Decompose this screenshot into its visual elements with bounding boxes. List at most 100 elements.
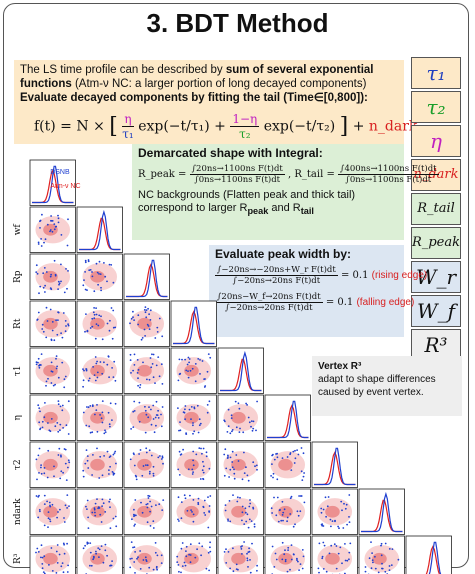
dsnb-point — [62, 571, 65, 574]
dsnb-point — [112, 376, 115, 378]
dsnb-point — [45, 384, 47, 387]
dsnb-point — [238, 431, 241, 433]
dsnb-point — [132, 369, 135, 372]
dsnb-point — [162, 462, 164, 465]
dsnb-point — [302, 555, 305, 558]
dsnb-point — [83, 279, 85, 281]
dsnb-point — [185, 433, 188, 435]
dsnb-point — [290, 544, 293, 546]
dsnb-point — [187, 370, 189, 372]
dsnb-point — [152, 353, 155, 356]
dsnb-point — [150, 408, 152, 411]
y-axis-label: τ1 — [13, 365, 23, 376]
dsnb-point — [239, 427, 241, 430]
dsnb-point — [41, 556, 44, 559]
dsnb-point — [159, 455, 161, 457]
dsnb-point — [232, 547, 234, 550]
dsnb-point — [177, 468, 180, 471]
dsnb-point — [51, 329, 54, 332]
dsnb-point — [178, 373, 181, 376]
dsnb-point — [322, 568, 325, 570]
dsnb-point — [137, 323, 140, 326]
dsnb-point — [208, 400, 211, 403]
dsnb-point — [97, 324, 100, 327]
dsnb-point — [86, 406, 88, 408]
dsnb-point — [85, 369, 88, 372]
dsnb-point — [139, 386, 141, 389]
dsnb-point — [328, 552, 331, 555]
dsnb-point — [208, 467, 211, 470]
dsnb-point — [60, 565, 63, 568]
dsnb-point — [380, 542, 383, 545]
dsnb-point — [41, 426, 44, 429]
dsnb-point — [133, 353, 136, 356]
dsnb-point — [152, 568, 155, 571]
dsnb-point — [60, 454, 62, 457]
dsnb-point — [244, 511, 247, 514]
dsnb-point — [101, 400, 104, 402]
dsnb-point — [232, 494, 234, 496]
density-core — [372, 552, 387, 565]
dsnb-point — [333, 543, 336, 546]
dsnb-point — [59, 405, 62, 408]
dsnb-point — [297, 514, 300, 517]
dsnb-point — [60, 332, 62, 335]
dsnb-point — [226, 431, 229, 433]
dsnb-point — [89, 551, 92, 554]
dsnb-point — [152, 376, 155, 379]
dsnb-point — [158, 503, 161, 506]
dsnb-point — [229, 456, 232, 459]
dsnb-point — [184, 405, 187, 407]
dsnb-point — [184, 418, 187, 421]
dsnb-point — [54, 274, 57, 277]
dsnb-point — [204, 378, 206, 380]
dsnb-point — [43, 524, 46, 527]
dsnb-point — [348, 551, 351, 554]
dsnb-point — [55, 357, 57, 360]
dsnb-point — [62, 542, 65, 545]
dsnb-point — [134, 572, 136, 574]
dsnb-point — [133, 515, 135, 518]
dsnb-point — [156, 568, 159, 571]
dsnb-point — [243, 523, 246, 525]
dsnb-point — [152, 465, 155, 468]
dsnb-point — [47, 511, 50, 513]
dsnb-point — [228, 476, 231, 478]
dsnb-point — [294, 523, 296, 526]
dsnb-point — [276, 478, 279, 481]
dsnb-point — [233, 472, 236, 475]
dsnb-point — [192, 513, 195, 516]
dsnb-point — [38, 421, 41, 424]
dsnb-point — [203, 499, 206, 502]
dsnb-point — [58, 553, 61, 556]
dsnb-point — [141, 511, 144, 514]
dsnb-point — [284, 558, 287, 561]
dsnb-point — [138, 453, 141, 455]
dsnb-point — [98, 260, 101, 263]
dsnb-point — [112, 517, 115, 520]
dsnb-point — [276, 496, 279, 499]
dsnb-point — [160, 363, 163, 366]
dsnb-point — [289, 452, 292, 454]
dsnb-point — [223, 453, 226, 456]
dsnb-point — [152, 404, 155, 407]
dsnb-point — [40, 472, 43, 475]
dsnb-point — [148, 449, 151, 452]
dsnb-point — [252, 461, 255, 464]
dsnb-point — [194, 380, 197, 383]
dsnb-point — [192, 422, 194, 424]
dsnb-point — [50, 382, 53, 384]
dsnb-point — [241, 519, 243, 522]
dsnb-point — [177, 564, 180, 566]
dsnb-point — [205, 455, 208, 458]
dsnb-point — [140, 338, 143, 341]
panel-frame — [311, 441, 358, 488]
dsnb-point — [227, 551, 230, 553]
dsnb-point — [229, 468, 232, 471]
dsnb-point — [63, 378, 66, 381]
dsnb-point — [102, 561, 105, 564]
dsnb-point — [251, 542, 253, 545]
dsnb-point — [133, 464, 136, 467]
dsnb-point — [148, 495, 151, 498]
dsnb-point — [85, 313, 87, 315]
